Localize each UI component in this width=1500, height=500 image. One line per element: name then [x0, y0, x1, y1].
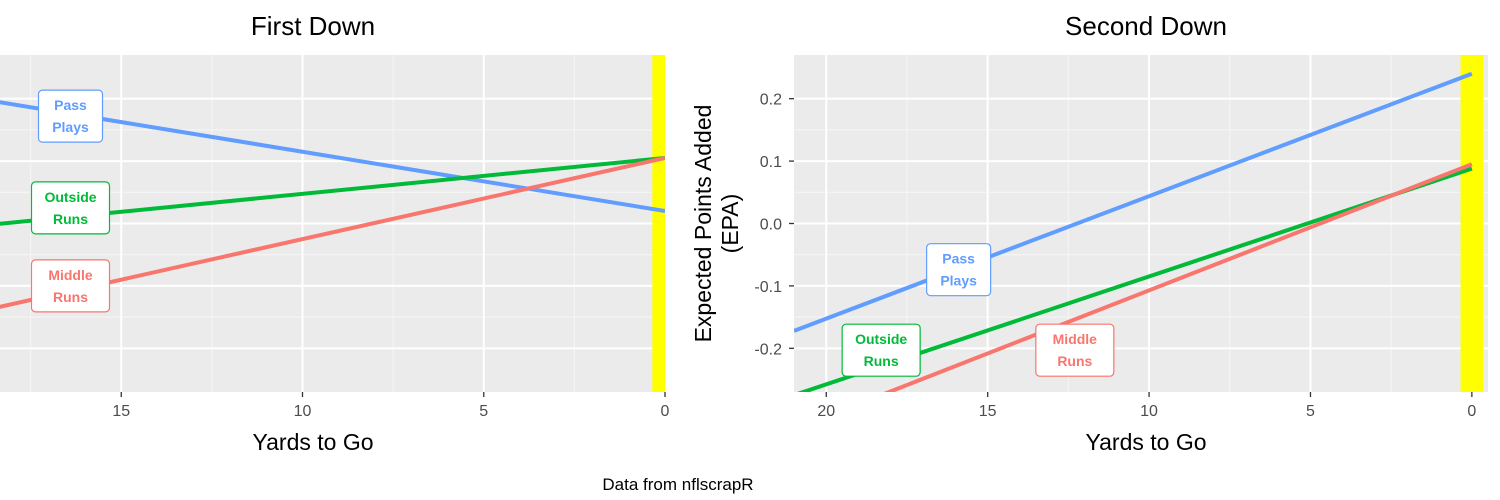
- y-tick-label: -0.1: [754, 279, 782, 296]
- series-label-text: Outside: [44, 189, 96, 205]
- series-label-outside: Outside Runs: [841, 323, 921, 377]
- series-label-box: [30, 181, 111, 235]
- y-tick-label: 0.1: [760, 154, 782, 171]
- series-line-pass: [794, 71, 1473, 333]
- series-label-text: Middle: [1053, 331, 1098, 347]
- x-tick-label: 5: [479, 403, 488, 420]
- x-tick-label: 10: [294, 403, 312, 420]
- series-label-text: Outside: [855, 331, 907, 347]
- y-tick-label: 0.2: [760, 92, 782, 109]
- series-label-text: Runs: [864, 353, 899, 369]
- series-label-box: [37, 89, 104, 143]
- y-tick-label: 0.0: [760, 217, 782, 234]
- x-tick-label: 0: [661, 403, 670, 420]
- series-label-text: Plays: [52, 119, 89, 135]
- x-tick-label: 5: [1306, 403, 1315, 420]
- series-label-text: Pass: [942, 251, 975, 267]
- series-label-box: [30, 259, 111, 313]
- series-label-box: [841, 323, 921, 377]
- panel-title: First Down: [251, 11, 375, 41]
- panel-first-down: PassPlaysOutsideRunsMiddleRuns20151050Fi…: [0, 11, 670, 455]
- series-line-middle: [883, 162, 1473, 392]
- y-tick-label: -0.2: [754, 341, 782, 358]
- goal-line-band: [652, 55, 665, 392]
- x-axis-title: Yards to Go: [1085, 429, 1206, 455]
- series-label-middle: Middle Runs: [1035, 323, 1115, 377]
- series-label-middle: Middle Runs: [30, 259, 111, 313]
- y-axis-title-line: Expected Points Added: [690, 105, 716, 343]
- series-label-box: [1035, 323, 1115, 377]
- series-label-text: Runs: [53, 211, 88, 227]
- panel-second-down: Pass Plays Outside Runs Middle Runs 20 15 10 5 0 0.…: [690, 11, 1488, 455]
- series-label-pass: Pass Plays: [926, 243, 992, 297]
- x-tick-label: 10: [1140, 403, 1158, 420]
- x-tick-label: 15: [979, 403, 997, 420]
- series-label-box: [926, 243, 992, 297]
- x-tick-label: 0: [1467, 403, 1476, 420]
- x-tick-label: 20: [817, 403, 835, 420]
- x-tick-label: 15: [112, 403, 130, 420]
- series-label-text: Runs: [1057, 353, 1092, 369]
- y-axis-title: Expected Points Added (EPA): [690, 105, 743, 343]
- series-label-text: Middle: [48, 267, 93, 283]
- y-axis-title-line: (EPA): [717, 194, 743, 254]
- panel-title: Second Down: [1065, 11, 1227, 41]
- goal-line-band: [1460, 55, 1484, 392]
- x-axis-title: Yards to Go: [252, 429, 373, 455]
- series-label-text: Plays: [940, 273, 977, 289]
- series-label-pass: Pass Plays: [37, 89, 104, 143]
- series-label-outside: Outside Runs: [30, 181, 111, 235]
- series-label-text: Runs: [53, 289, 88, 305]
- caption: Data from nflscrapR: [602, 475, 753, 494]
- series-label-text: Pass: [54, 97, 87, 113]
